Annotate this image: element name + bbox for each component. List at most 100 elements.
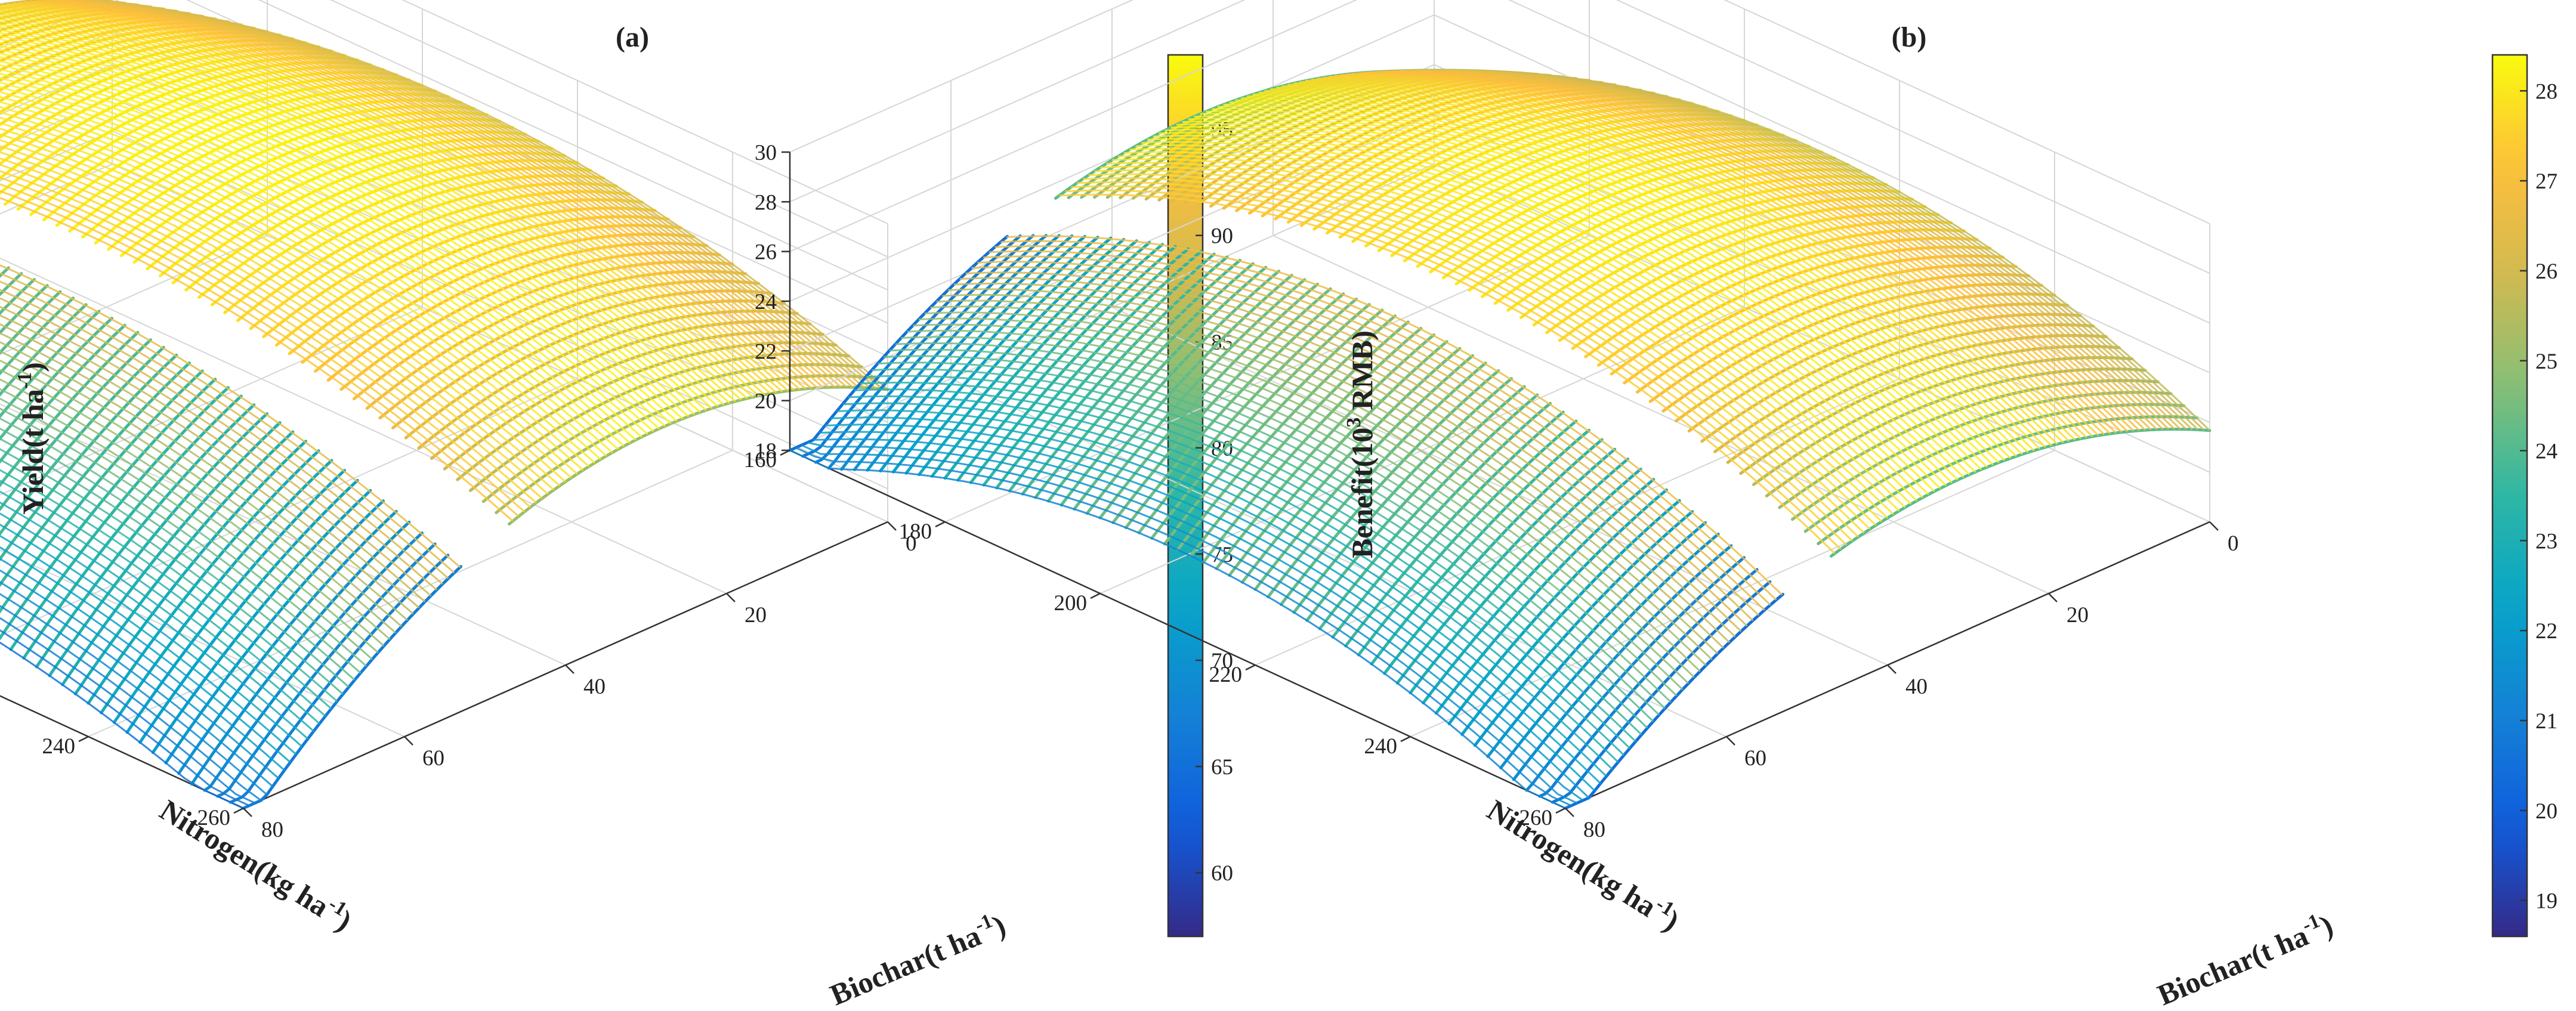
surface-mesh-line xyxy=(836,409,1613,770)
surface-mesh-line xyxy=(0,448,344,695)
wall-gridline xyxy=(112,130,888,490)
surface-mesh-line xyxy=(1281,84,2058,445)
panel-b: (b) 020406080160180200220240260182022242… xyxy=(744,0,2558,1011)
panel-a-y-axis-title: Nitrogen(kg ha-1) xyxy=(154,791,359,938)
surface-mesh-line xyxy=(1059,193,1836,554)
biochar-tick-label: 80 xyxy=(1583,818,1605,842)
surface-mesh-line xyxy=(1817,415,2198,545)
surface-mesh-line xyxy=(0,369,391,641)
surface-mesh-line xyxy=(0,197,514,522)
surface-mesh-line xyxy=(0,341,408,621)
surface-mesh-line xyxy=(1165,128,1941,489)
panel-b-x-axis-title: Biochar(t ha-1) xyxy=(2152,906,2338,1011)
colorbar-tick-label: 24 xyxy=(2535,440,2558,464)
surface-mesh-line xyxy=(1778,379,2160,509)
surface-mesh-line xyxy=(236,182,618,322)
colorbar-tick-label: 23 xyxy=(2535,529,2558,554)
surface-mesh-line xyxy=(481,363,864,503)
surface-mesh-line xyxy=(1258,91,2035,452)
surface-mesh-line xyxy=(1369,70,2146,431)
surface-mesh-line xyxy=(1293,81,2070,442)
surface-mesh-line xyxy=(404,299,786,440)
surface-mesh-line xyxy=(0,81,631,444)
surface-mesh-line xyxy=(1141,141,1918,502)
surface-mesh-line xyxy=(94,0,871,389)
surface-mesh-line xyxy=(1223,103,2000,463)
surface-mesh-line xyxy=(0,170,537,504)
nitrogen-tick-label: 240 xyxy=(1364,734,1398,759)
surface-mesh-line xyxy=(0,122,584,471)
surface-mesh-line xyxy=(30,0,807,390)
surface-mesh-line xyxy=(1111,158,1889,519)
nitrogen-tick-label: 160 xyxy=(744,448,777,472)
surface-mesh-line xyxy=(0,145,561,487)
surface-mesh-line xyxy=(0,523,303,747)
surface-mesh-line xyxy=(12,2,789,392)
surface-mesh-line xyxy=(0,68,648,435)
nitrogen-axis-line xyxy=(0,695,244,809)
surface-mesh-line xyxy=(878,361,1654,722)
wall-gridline xyxy=(789,0,1134,153)
surface-mesh-line xyxy=(0,91,619,450)
surface-mesh-line xyxy=(924,311,1701,672)
surface-mesh-line xyxy=(59,0,836,388)
surface-mesh-line xyxy=(1323,75,2099,437)
colorbar-gradient xyxy=(2491,54,2528,938)
surface-mesh-line xyxy=(989,250,1765,611)
surface-mesh-line xyxy=(1311,78,2087,438)
colorbar-tick-label: 27 xyxy=(2535,169,2558,194)
surface-mesh-line xyxy=(0,558,285,771)
surface-mesh-line xyxy=(0,512,308,740)
colorbar-tick-label: 65 xyxy=(1211,755,1233,780)
surface-mesh-line xyxy=(1346,72,2123,433)
panel-a-title: (a) xyxy=(616,21,649,53)
surface-mesh-line xyxy=(0,151,555,491)
surface-mesh-line xyxy=(907,329,1684,691)
surface-mesh-line xyxy=(1830,427,2211,558)
floor-gridline xyxy=(1272,235,2049,594)
wall-gridline xyxy=(1434,163,2210,522)
surface-mesh-line xyxy=(0,32,707,411)
surface-mesh-line xyxy=(0,56,666,427)
nitrogen-tick-label: 260 xyxy=(1519,806,1553,830)
surface-mesh-line xyxy=(0,128,578,475)
surface-mesh-line xyxy=(895,342,1672,703)
colorbar-tick-label: 21 xyxy=(2535,709,2558,734)
surface-mesh-line xyxy=(88,0,865,389)
surface-mesh-line xyxy=(0,72,643,438)
biochar-tick xyxy=(726,593,736,602)
surface-mesh-line xyxy=(0,407,367,667)
surface-mesh-line xyxy=(1117,154,1894,515)
surface-mesh-line xyxy=(0,469,332,710)
surface-mesh-line xyxy=(1100,165,1877,526)
surface-mesh-line xyxy=(1661,282,2043,413)
nitrogen-tick xyxy=(1245,664,1256,671)
nitrogen-tick-label: 220 xyxy=(1209,663,1243,687)
surface-mesh-line xyxy=(0,139,566,483)
z-tick-label: 26 xyxy=(755,240,777,265)
surface-mesh-line xyxy=(0,64,654,432)
surface-mesh-line xyxy=(983,255,1760,616)
surface-mesh-line xyxy=(1240,96,2018,457)
floor-gridline xyxy=(1255,378,1900,666)
panel-b-z-axis-title: Benefit(103 RMB) xyxy=(1343,330,1379,558)
surface-mesh-line xyxy=(930,305,1707,666)
panel-b-surface xyxy=(788,69,2211,810)
surface-mesh-line xyxy=(1765,367,2147,497)
surface-mesh-line xyxy=(1340,73,2117,434)
wall-gridline xyxy=(401,0,888,224)
wall-gridline xyxy=(0,64,113,115)
surface-mesh-line xyxy=(24,1,801,391)
surface-mesh-line xyxy=(1106,162,1883,522)
surface-mesh-line xyxy=(1305,79,2082,440)
surface-mesh-line xyxy=(1275,85,2052,447)
biochar-tick xyxy=(2209,521,2219,531)
surface-mesh-line xyxy=(0,593,268,796)
surface-mesh-line xyxy=(1264,89,2041,450)
wall-gridline xyxy=(0,163,113,215)
surface-mesh-line xyxy=(1299,80,2076,441)
wall-gridline xyxy=(258,0,888,291)
surface-mesh-line xyxy=(860,381,1636,743)
nitrogen-tick xyxy=(78,735,89,743)
surface-mesh-line xyxy=(47,0,824,388)
